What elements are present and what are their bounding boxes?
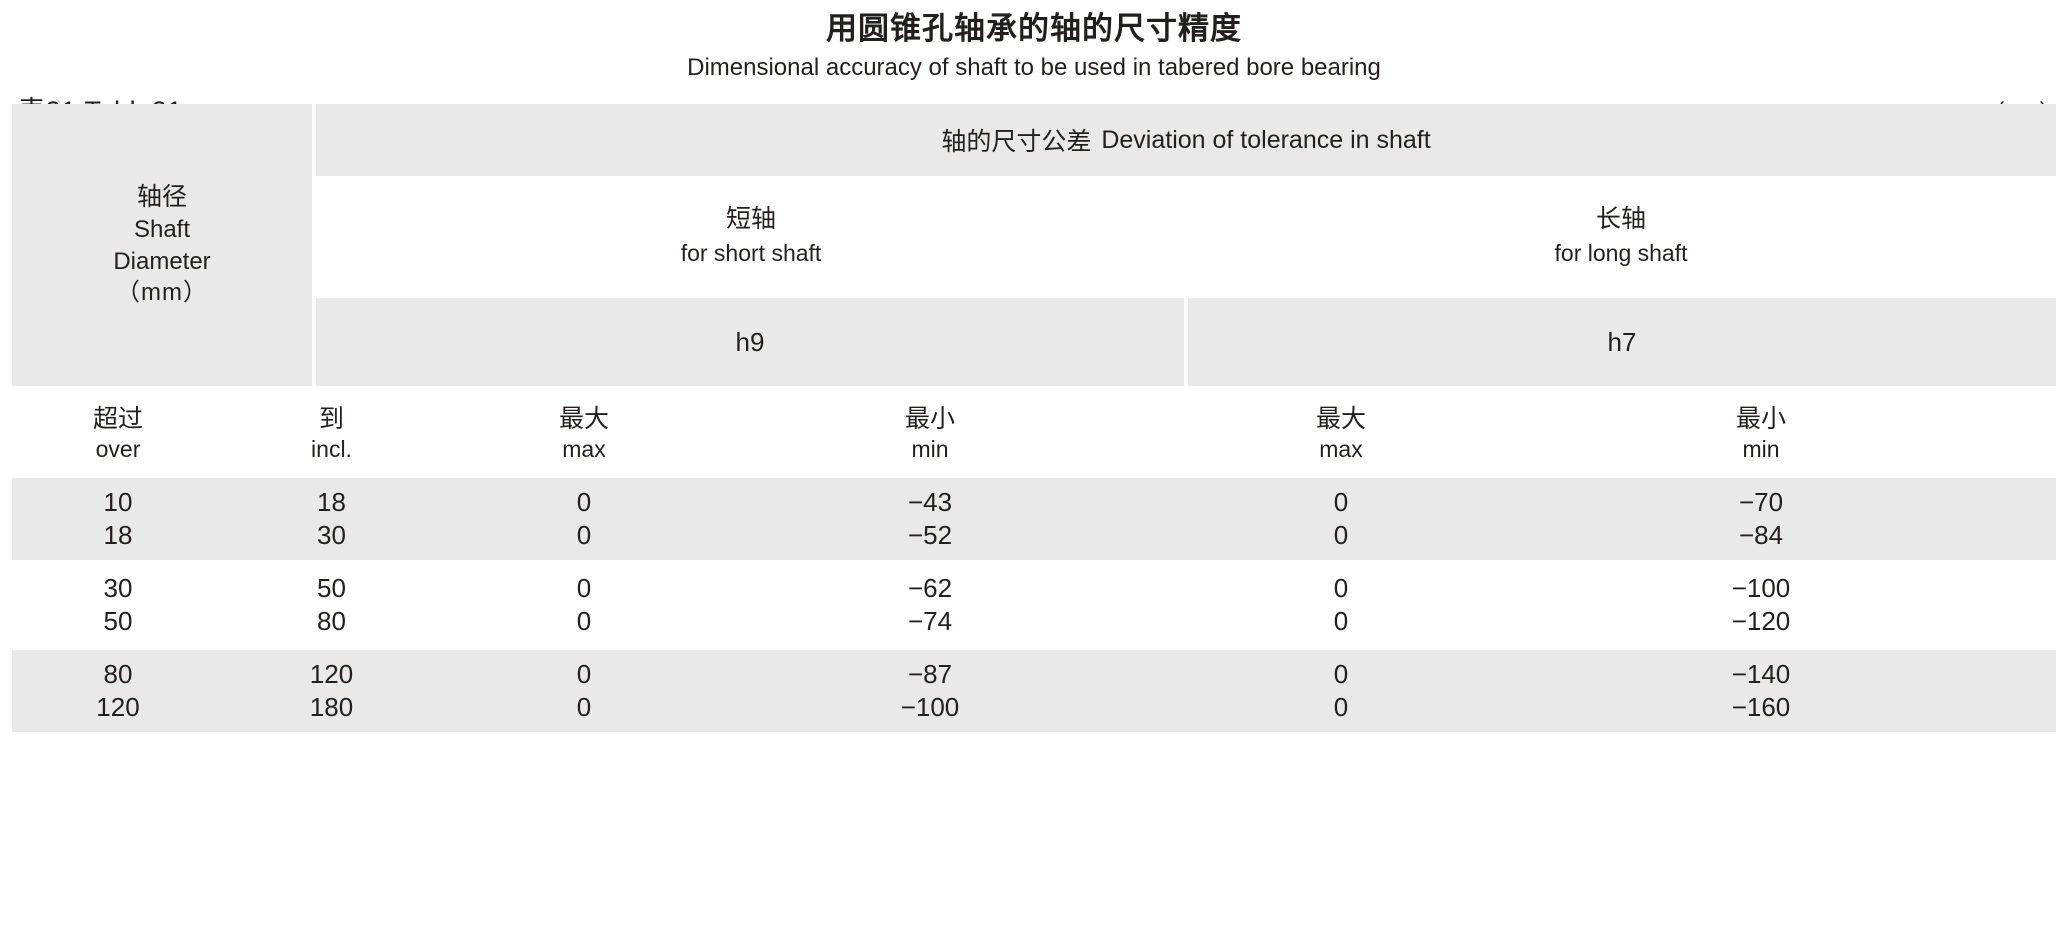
- table-cell-over: 18: [103, 519, 133, 550]
- shaft-type-short-en: for short shaft: [680, 239, 822, 266]
- table-cell-over: 50: [103, 605, 133, 636]
- title-chinese: 用圆锥孔轴承的轴的尺寸精度: [826, 11, 1242, 46]
- table-cell-h9max: 0: [576, 519, 592, 550]
- table-cell-incl: 180: [309, 691, 354, 722]
- shaft-type-long-cn: 长轴: [1595, 204, 1646, 233]
- column-header-h7-max: 最大 max: [1131, 403, 1551, 464]
- table-row: 50 80 0 −74 0 −120: [12, 604, 2056, 637]
- column-header-h7-min-en: min: [1742, 436, 1780, 463]
- table-cell-over: 120: [96, 691, 140, 722]
- table-cell-h9max: 0: [576, 486, 592, 517]
- table-cell-incl: 50: [317, 572, 346, 603]
- table-row: 10 18 0 −43 0 −70: [12, 485, 2056, 518]
- table-cell-over: 10: [103, 486, 133, 517]
- table-cell-h7max: 0: [1333, 658, 1349, 689]
- table-cell-h7min: −84: [1738, 519, 1784, 550]
- table-cell-h9min: −52: [907, 519, 953, 550]
- table-row: 18 30 0 −52 0 −84: [12, 518, 2056, 551]
- table-cell-h7min: −100: [1731, 572, 1791, 603]
- table-cell-h7min: −160: [1731, 691, 1791, 722]
- shaft-diameter-label-en-1: Shaft: [133, 215, 191, 243]
- table-cell-h9max: 0: [576, 605, 592, 636]
- deviation-label-cn: 轴的尺寸公差: [941, 128, 1092, 156]
- table-cell-h9min: −62: [907, 572, 953, 603]
- column-header-incl: 到 incl.: [224, 403, 439, 464]
- column-header-h9-min-cn: 最小: [904, 405, 955, 434]
- table-cell-h9max: 0: [576, 572, 592, 603]
- column-header-h7-max-cn: 最大: [1315, 405, 1366, 434]
- table-cell-incl: 80: [317, 605, 346, 636]
- column-header-incl-en: incl.: [311, 436, 352, 463]
- shaft-type-short: 短轴 for short shaft: [316, 202, 1186, 269]
- table-cell-over: 30: [103, 572, 133, 603]
- column-header-h7-min: 最小 min: [1551, 403, 1971, 464]
- table-body: 10 18 0 −43 0 −70 18 30 0 −52 0 −84 30 50 0 −62 0 −100 50 8…: [12, 478, 2056, 732]
- table-cell-incl: 30: [317, 519, 346, 550]
- deviation-header-column: 轴的尺寸公差 Deviation of tolerance in shaft 短…: [316, 104, 2056, 386]
- table-cell-h7min: −120: [1731, 605, 1791, 636]
- column-header-h7-min-cn: 最小: [1735, 405, 1786, 434]
- table-cell-h7min: −140: [1731, 658, 1791, 689]
- table-cell-incl: 18: [317, 486, 346, 517]
- table-header-region: 轴径 Shaft Diameter （mm） 轴的尺寸公差 Deviation …: [12, 104, 2056, 386]
- table-cell-h7max: 0: [1333, 519, 1349, 550]
- column-header-h9-min-en: min: [911, 436, 949, 463]
- column-header-h9-max-en: max: [562, 436, 606, 463]
- shaft-diameter-label-cn: 轴径: [136, 182, 187, 211]
- table-row: 80 120 0 −87 0 −140: [12, 657, 2056, 690]
- shaft-type-short-cn: 短轴: [725, 204, 776, 233]
- column-header-h9-max: 最大 max: [439, 403, 729, 464]
- table-cell-h9min: −74: [907, 605, 953, 636]
- table-row: 30 50 0 −62 0 −100: [12, 571, 2056, 604]
- column-header-over: 超过 over: [12, 403, 224, 464]
- shaft-type-row: 短轴 for short shaft 长轴 for long shaft: [316, 176, 2056, 295]
- column-header-over-cn: 超过: [92, 405, 143, 434]
- table-cell-h7min: −70: [1738, 486, 1784, 517]
- tolerance-grade-h7: h7: [1188, 298, 2056, 386]
- shaft-type-long-en: for long shaft: [1554, 239, 1688, 266]
- column-header-incl-cn: 到: [318, 405, 344, 434]
- page-title: 用圆锥孔轴承的轴的尺寸精度 Dimensional accuracy of sh…: [0, 0, 2068, 83]
- table-row: 120 180 0 −100 0 −160: [12, 690, 2056, 723]
- table-cell-h9min: −43: [907, 486, 953, 517]
- column-subheader-row: 超过 over 到 incl. 最大 max 最小 min 最大 max 最小 …: [12, 390, 2056, 478]
- column-header-h9-max-cn: 最大: [558, 405, 609, 434]
- table-cell-h7max: 0: [1333, 605, 1349, 636]
- deviation-band: 轴的尺寸公差 Deviation of tolerance in shaft: [316, 104, 2056, 176]
- table-row-group: 10 18 0 −43 0 −70 18 30 0 −52 0 −84: [12, 478, 2056, 560]
- tolerance-table: 轴径 Shaft Diameter （mm） 轴的尺寸公差 Deviation …: [12, 104, 2056, 736]
- table-cell-h9min: −87: [907, 658, 953, 689]
- table-row-group: 30 50 0 −62 0 −100 50 80 0 −74 0 −120: [12, 564, 2056, 646]
- column-header-h9-min: 最小 min: [729, 403, 1131, 464]
- tolerance-grade-h9: h9: [316, 298, 1184, 386]
- title-english: Dimensional accuracy of shaft to be used…: [687, 53, 1381, 81]
- table-cell-h9max: 0: [576, 658, 592, 689]
- column-header-h7-max-en: max: [1319, 436, 1363, 463]
- deviation-label-en: Deviation of tolerance in shaft: [1101, 125, 1431, 154]
- table-cell-over: 80: [103, 658, 133, 689]
- column-header-over-en: over: [95, 436, 141, 463]
- shaft-diameter-header-cell: 轴径 Shaft Diameter （mm）: [12, 104, 312, 386]
- table-row-group: 80 120 0 −87 0 −140 120 180 0 −100 0 −160: [12, 650, 2056, 732]
- tolerance-grade-row: h9 h7: [316, 298, 2056, 386]
- table-cell-h7max: 0: [1333, 572, 1349, 603]
- table-cell-h7max: 0: [1333, 691, 1349, 722]
- shaft-diameter-label-en-2: Diameter: [113, 247, 211, 275]
- table-cell-h9min: −100: [900, 691, 960, 722]
- table-cell-h9max: 0: [576, 691, 592, 722]
- shaft-type-long: 长轴 for long shaft: [1186, 202, 2056, 269]
- table-cell-h7max: 0: [1333, 486, 1349, 517]
- table-cell-incl: 120: [309, 658, 354, 689]
- shaft-diameter-unit: （mm）: [116, 279, 208, 307]
